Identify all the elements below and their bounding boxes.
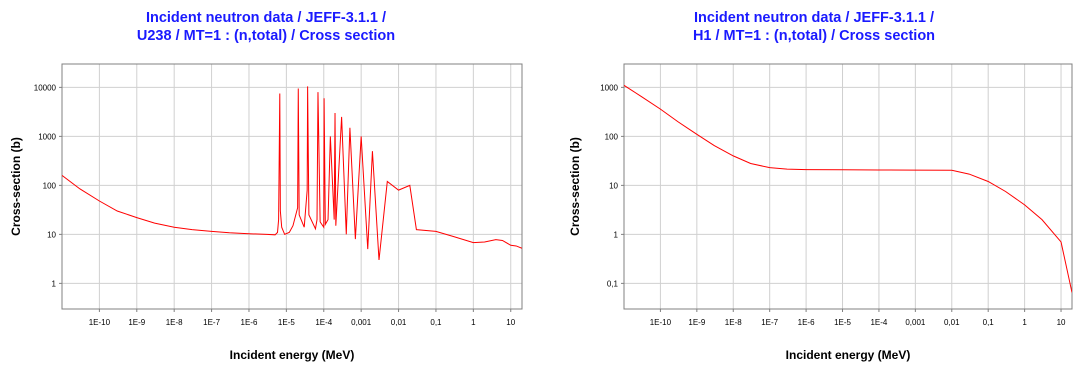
- x-tick-label: 1E-6: [241, 318, 258, 327]
- x-tick-label: 1E-9: [128, 318, 145, 327]
- x-tick-label: 1E-7: [203, 318, 220, 327]
- x-tick-label: 1E-10: [650, 318, 672, 327]
- x-tick-label: 1: [471, 318, 476, 327]
- y-tick-label: 10000: [34, 83, 57, 92]
- x-tick-label: 1E-5: [834, 318, 851, 327]
- plot-area: [624, 64, 1072, 309]
- x-tick-label: 1E-4: [315, 318, 332, 327]
- u238-cross-section-chart: 1E-10 1E-9 1E-8 1E-7 1E-6 1E-5 1E-4 0,001 0,01 0,…: [9, 63, 523, 362]
- x-tick-label: 0,1: [430, 318, 442, 327]
- y-tick-label: 1: [52, 279, 57, 288]
- y-axis-title: Cross-section (b): [9, 137, 23, 236]
- chart-title-line-2: U238 / MT=1 : (n,total) / Cross section: [136, 28, 396, 44]
- plot-frame: [623, 63, 1073, 310]
- x-tick-label: 1E-5: [278, 318, 295, 327]
- x-axis-title: Incident energy (MeV): [786, 348, 911, 362]
- x-tick-label: 10: [1057, 318, 1066, 327]
- x-tick-label: 10: [506, 318, 515, 327]
- grid: [62, 64, 522, 309]
- y-tick-label: 10: [609, 181, 618, 190]
- x-tick-label: 1E-7: [761, 318, 778, 327]
- y-tick-label: 10: [47, 230, 56, 239]
- x-tick-label: 1E-6: [798, 318, 815, 327]
- x-axis-title: Incident energy (MeV): [230, 348, 355, 362]
- y-tick-label: 1: [614, 230, 619, 239]
- y-axis-title: Cross-section (b): [568, 137, 582, 236]
- chart-title-line-2: H1 / MT=1 : (n,total) / Cross section: [692, 28, 936, 44]
- chart-panel-u238: Incident neutron data / JEFF-3.1.1 / U23…: [0, 0, 532, 370]
- x-tick-label: 1E-10: [89, 318, 111, 327]
- y-tick-label: 100: [43, 181, 57, 190]
- x-tick-label: 1E-8: [725, 318, 742, 327]
- cross-section-series-line: [62, 86, 522, 261]
- chart-title-line-1: Incident neutron data / JEFF-3.1.1 /: [693, 10, 935, 26]
- x-tick-label: 1: [1022, 318, 1027, 327]
- plot-frame: [61, 63, 523, 310]
- chart-title-line-1: Incident neutron data / JEFF-3.1.1 /: [145, 10, 387, 26]
- x-tick-label: 0,01: [944, 318, 960, 327]
- chart-title: Incident neutron data / JEFF-3.1.1 / H1 …: [552, 9, 1076, 45]
- x-tick-label: 1E-9: [688, 318, 705, 327]
- y-tick-label: 0,1: [607, 279, 619, 288]
- y-tick-label: 1000: [600, 83, 618, 92]
- x-tick-label: 0,001: [905, 318, 926, 327]
- y-tick-label: 1000: [38, 132, 56, 141]
- x-tick-label: 1E-8: [166, 318, 183, 327]
- chart-panel-h1: Incident neutron data / JEFF-3.1.1 / H1 …: [552, 0, 1076, 370]
- chart-title: Incident neutron data / JEFF-3.1.1 / U23…: [0, 9, 532, 45]
- y-tick-label: 100: [605, 132, 619, 141]
- cross-section-series-line: [624, 84, 1072, 293]
- x-tick-label: 0,01: [391, 318, 407, 327]
- plot-area: [62, 64, 522, 309]
- grid: [624, 64, 1072, 309]
- x-tick-label: 0,1: [983, 318, 995, 327]
- h1-cross-section-chart: 1E-10 1E-9 1E-8 1E-7 1E-6 1E-5 1E-4 0,001 0,01 0,…: [568, 63, 1073, 362]
- x-tick-label: 0,001: [351, 318, 372, 327]
- x-tick-label: 1E-4: [870, 318, 887, 327]
